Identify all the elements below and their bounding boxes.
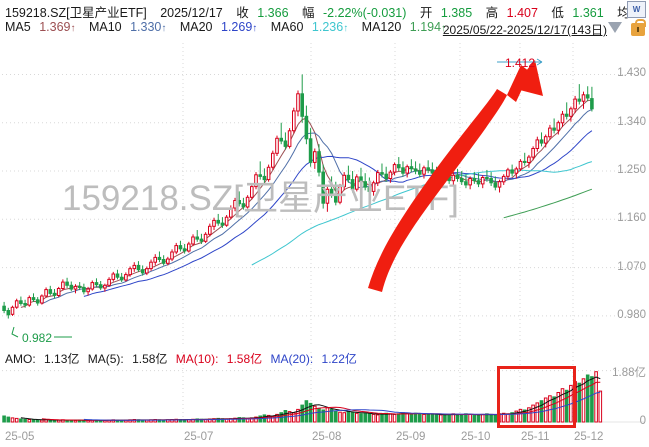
price-axis-tick: 1.430: [617, 67, 646, 80]
change-value: -2.22%(-0.031): [323, 6, 407, 20]
price-axis-tick: 1.160: [617, 212, 646, 225]
open-value: 1.385: [440, 6, 473, 20]
volume-chart-panel[interactable]: [0, 352, 649, 427]
x-axis: [0, 428, 649, 447]
ma20-label: MA20: [179, 20, 213, 34]
quote-date: 2025/12/17: [160, 6, 223, 20]
vol-ma10-label: MA(10):: [175, 352, 219, 366]
low-value: 1.361: [572, 6, 604, 20]
ma20-value: 1.269: [221, 20, 253, 34]
vol-ma20-label: MA(20):: [270, 352, 314, 366]
price-axis: 1.430 1.340 1.250 1.160 1.070 0.980: [617, 67, 646, 321]
ma10-value: 1.330: [130, 20, 162, 34]
x-axis-tick: 25-12: [574, 431, 604, 443]
volume-indicator-header: AMO: 1.13亿 MA(5): 1.58亿 MA(10): 1.58亿 MA…: [5, 350, 357, 367]
ma60-value: 1.236: [311, 20, 344, 34]
x-axis-tick: 25-11: [521, 431, 550, 443]
x-axis-tick: 25-07: [184, 431, 214, 443]
ma60-arrow-icon: ↑: [343, 23, 349, 34]
avg-label: 均: [617, 6, 630, 20]
vol-ma5-value: 1.58亿: [132, 352, 168, 366]
vol-ma20-value: 1.22亿: [321, 352, 357, 366]
ma120-arrow-icon: ↑: [441, 23, 447, 34]
volume-axis-tick: 1.88亿: [612, 366, 646, 379]
volume-axis-tick: 0: [639, 415, 646, 427]
chart-header: 159218.SZ[卫星产业ETF] 2025/12/17 收 1.366 幅 …: [0, 0, 649, 40]
price-axis-tick: 1.340: [617, 115, 646, 128]
price-axis-tick: 0.980: [617, 308, 646, 321]
amo-value: 1.13亿: [44, 352, 80, 366]
ma5-label: MA5: [5, 20, 31, 34]
x-axis-tick: 25-09: [396, 431, 426, 443]
peak-price-annotation: 1.412: [505, 56, 536, 70]
header-ma-line: MA5 1.369↑ MA10 1.330↑ MA20 1.269↑ MA60 …: [5, 20, 446, 34]
change-label: 幅: [302, 6, 315, 20]
lock-icon[interactable]: [631, 19, 646, 36]
ma5-value: 1.369: [39, 20, 71, 34]
x-axis-tick: 25-05: [5, 431, 35, 443]
ma60-label: MA60: [270, 20, 304, 34]
x-axis-tick: 25-08: [312, 431, 342, 443]
open-label: 开: [419, 6, 433, 20]
amo-label: AMO:: [5, 352, 36, 366]
high-label: 高: [485, 6, 499, 20]
ma10-arrow-icon: ↑: [161, 23, 167, 34]
high-value: 1.407: [506, 6, 538, 20]
ma20-arrow-icon: ↑: [252, 23, 258, 34]
low-price-annotation: 0.982: [22, 331, 53, 345]
close-label: 收: [236, 6, 249, 20]
ma10-label: MA10: [88, 20, 122, 34]
vol-ma10-value: 1.58亿: [226, 352, 263, 366]
date-range-selector[interactable]: 2025/05/22-2025/12/17(143日): [442, 23, 607, 37]
x-axis-tick: 25-10: [461, 431, 491, 443]
ma120-label: MA120: [361, 20, 402, 34]
price-axis-tick: 1.070: [617, 260, 646, 273]
header-quote-line: 159218.SZ[卫星产业ETF] 2025/12/17 收 1.366 幅 …: [5, 2, 630, 21]
ma5-arrow-icon: ↑: [70, 23, 76, 34]
chevron-down-icon[interactable]: [608, 22, 622, 33]
symbol-label: 159218.SZ[卫星产业ETF]: [5, 6, 147, 20]
ma120-value: 1.194: [409, 20, 442, 34]
price-axis-tick: 1.250: [617, 164, 646, 177]
low-label: 低: [551, 6, 564, 20]
watermark-badge-icon[interactable]: W: [627, 1, 646, 18]
vol-ma5-label: MA(5):: [87, 352, 124, 366]
close-value: 1.366: [257, 6, 289, 20]
volume-highlight-box: [497, 366, 576, 428]
